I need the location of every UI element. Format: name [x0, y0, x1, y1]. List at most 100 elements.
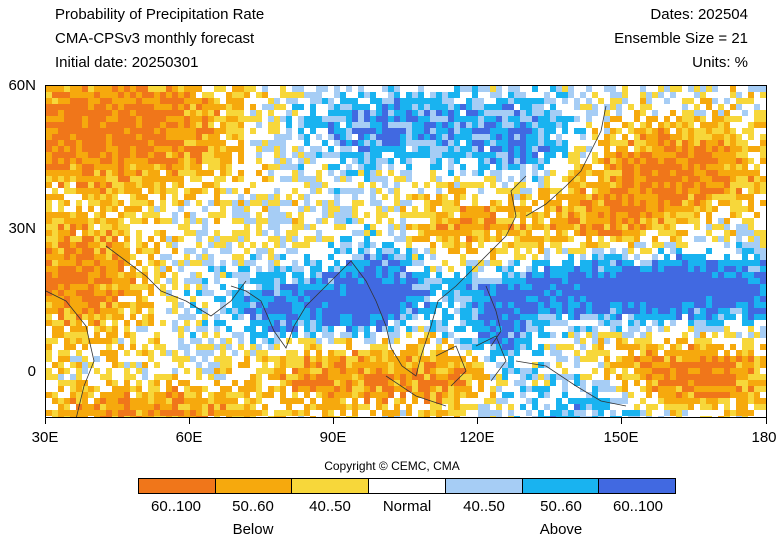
- grid-cell: [112, 188, 118, 194]
- grid-cell: [736, 206, 742, 212]
- grid-cell: [556, 248, 562, 254]
- grid-cell: [538, 158, 544, 164]
- grid-cell: [166, 128, 172, 134]
- grid-cell: [334, 290, 340, 296]
- grid-cell: [736, 398, 742, 404]
- grid-cell: [526, 284, 532, 290]
- grid-cell: [574, 380, 580, 386]
- grid-cell: [514, 164, 520, 170]
- grid-cell: [244, 362, 250, 368]
- grid-cell: [610, 386, 616, 392]
- grid-cell: [286, 380, 292, 386]
- grid-cell: [382, 146, 388, 152]
- grid-cell: [46, 134, 52, 140]
- grid-cell: [352, 314, 358, 320]
- grid-cell: [142, 104, 148, 110]
- grid-cell: [100, 278, 106, 284]
- grid-cell: [442, 386, 448, 392]
- grid-cell: [418, 104, 424, 110]
- grid-cell: [316, 92, 322, 98]
- grid-cell: [676, 254, 682, 260]
- grid-cell: [328, 290, 334, 296]
- grid-cell: [322, 212, 328, 218]
- grid-cell: [208, 122, 214, 128]
- grid-cell: [442, 314, 448, 320]
- grid-cell: [388, 374, 394, 380]
- grid-cell: [292, 92, 298, 98]
- grid-cell: [562, 98, 568, 104]
- grid-cell: [178, 260, 184, 266]
- grid-cell: [370, 350, 376, 356]
- grid-cell: [556, 122, 562, 128]
- grid-cell: [568, 92, 574, 98]
- grid-cell: [742, 128, 748, 134]
- grid-cell: [58, 290, 64, 296]
- grid-cell: [682, 104, 688, 110]
- grid-cell: [346, 206, 352, 212]
- grid-cell: [268, 176, 274, 182]
- grid-cell: [196, 392, 202, 398]
- grid-cell: [130, 362, 136, 368]
- grid-cell: [604, 152, 610, 158]
- grid-cell: [322, 164, 328, 170]
- grid-cell: [118, 128, 124, 134]
- grid-cell: [478, 302, 484, 308]
- grid-cell: [478, 314, 484, 320]
- grid-cell: [418, 272, 424, 278]
- grid-cell: [424, 302, 430, 308]
- grid-cell: [520, 380, 526, 386]
- grid-cell: [652, 134, 658, 140]
- grid-cell: [760, 362, 766, 368]
- grid-cell: [688, 206, 694, 212]
- grid-cell: [712, 296, 718, 302]
- grid-cell: [88, 158, 94, 164]
- grid-cell: [394, 338, 400, 344]
- grid-cell: [754, 374, 760, 380]
- grid-cell: [220, 170, 226, 176]
- grid-cell: [586, 404, 592, 410]
- grid-cell: [298, 266, 304, 272]
- grid-cell: [202, 386, 208, 392]
- grid-cell: [532, 302, 538, 308]
- grid-cell: [238, 230, 244, 236]
- grid-cell: [502, 272, 508, 278]
- grid-cell: [718, 302, 724, 308]
- grid-cell: [718, 194, 724, 200]
- grid-cell: [502, 338, 508, 344]
- grid-cell: [742, 140, 748, 146]
- grid-cell: [610, 128, 616, 134]
- grid-cell: [88, 404, 94, 410]
- grid-cell: [514, 140, 520, 146]
- grid-cell: [598, 224, 604, 230]
- grid-cell: [178, 302, 184, 308]
- grid-cell: [502, 182, 508, 188]
- grid-cell: [694, 380, 700, 386]
- grid-cell: [178, 398, 184, 404]
- grid-cell: [346, 320, 352, 326]
- grid-cell: [328, 368, 334, 374]
- grid-cell: [280, 158, 286, 164]
- grid-cell: [652, 158, 658, 164]
- grid-cell: [70, 338, 76, 344]
- grid-cell: [616, 374, 622, 380]
- grid-cell: [298, 194, 304, 200]
- grid-cell: [694, 386, 700, 392]
- grid-cell: [700, 86, 706, 92]
- grid-cell: [412, 212, 418, 218]
- grid-cell: [376, 326, 382, 332]
- grid-cell: [406, 92, 412, 98]
- grid-cell: [616, 332, 622, 338]
- grid-cell: [706, 200, 712, 206]
- grid-cell: [520, 116, 526, 122]
- grid-cell: [640, 122, 646, 128]
- grid-cell: [640, 278, 646, 284]
- grid-cell: [166, 218, 172, 224]
- grid-cell: [370, 374, 376, 380]
- grid-cell: [478, 260, 484, 266]
- grid-cell: [526, 320, 532, 326]
- grid-cell: [352, 200, 358, 206]
- grid-cell: [700, 278, 706, 284]
- grid-cell: [544, 134, 550, 140]
- grid-cell: [664, 260, 670, 266]
- grid-cell: [628, 218, 634, 224]
